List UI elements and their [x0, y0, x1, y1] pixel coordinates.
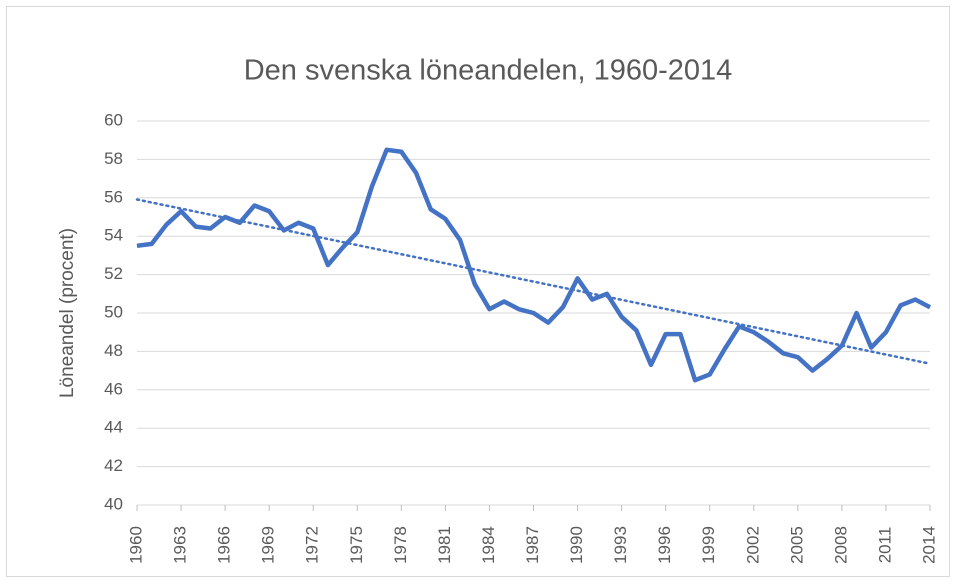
y-tick-label: 60 — [104, 110, 123, 129]
y-axis-label: Löneandel (procent) — [57, 228, 78, 398]
series-line — [136, 147, 932, 383]
y-tick-label: 42 — [104, 456, 123, 475]
x-tick-label: 1984 — [479, 526, 498, 564]
trendline — [135, 198, 932, 365]
x-tick-label: 1969 — [259, 526, 278, 564]
x-tick-label: 1987 — [523, 526, 542, 564]
x-tick-label: 1975 — [347, 526, 366, 564]
y-tick-label: 54 — [104, 226, 123, 245]
x-tick-label: 1966 — [215, 526, 234, 564]
y-tick-label: 56 — [104, 187, 123, 206]
x-tick-label: 1990 — [567, 526, 586, 564]
x-tick-label: 1963 — [171, 526, 190, 564]
x-tick-label: 2002 — [743, 526, 762, 564]
x-tick-label: 1999 — [699, 526, 718, 564]
x-tick-label: 1996 — [655, 526, 674, 564]
y-tick-label: 44 — [104, 418, 123, 437]
y-tick-label: 52 — [104, 264, 123, 283]
x-tick-label: 1981 — [435, 526, 454, 564]
chart-title: Den svenska löneandelen, 1960-2014 — [244, 55, 733, 87]
x-tick-label: 2011 — [875, 527, 894, 564]
x-tick-label: 2008 — [831, 526, 850, 564]
x-tick-label: 2005 — [787, 526, 806, 564]
y-tick-label: 50 — [104, 302, 123, 321]
y-tick-label: 48 — [104, 341, 123, 360]
x-tick-label: 1960 — [126, 526, 145, 564]
x-tick-label: 1978 — [391, 526, 410, 564]
x-tick-label: 1972 — [303, 526, 322, 564]
y-tick-label: 58 — [104, 149, 123, 168]
x-tick-label: 2014 — [919, 526, 938, 564]
y-tick-label: 46 — [104, 379, 123, 398]
y-tick-label: 40 — [104, 494, 123, 513]
x-tick-label: 1993 — [611, 526, 630, 564]
